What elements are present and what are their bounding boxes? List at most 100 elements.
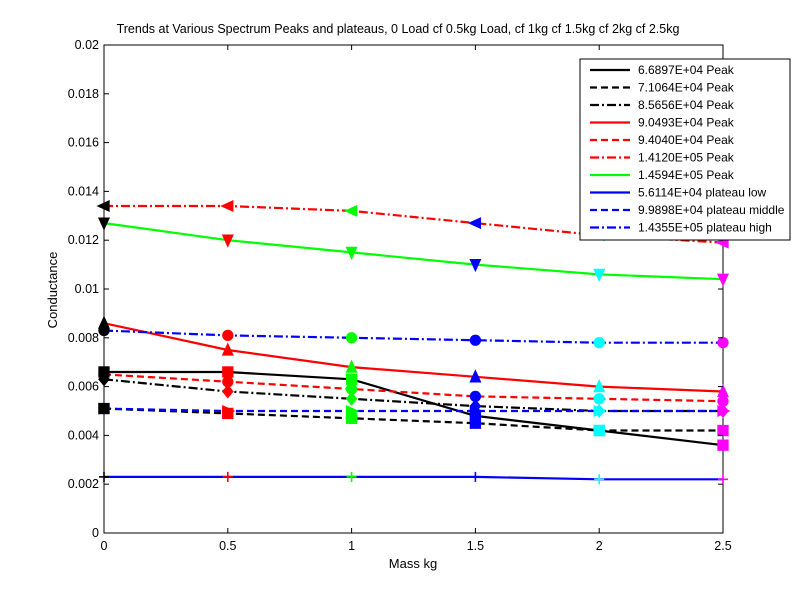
series-10-markers <box>98 324 729 349</box>
series-3 <box>103 378 723 413</box>
data-point <box>594 474 605 485</box>
y-tick-label: 0.01 <box>75 282 99 296</box>
data-point <box>98 368 110 381</box>
series-line <box>103 329 723 344</box>
legend-label: 7.1064E+04 Peak <box>638 81 735 95</box>
x-tick-label: 1 <box>348 539 355 553</box>
data-point <box>593 404 607 418</box>
data-point <box>222 376 234 388</box>
y-tick-label: 0.018 <box>68 87 99 101</box>
series-1 <box>104 370 724 447</box>
data-point <box>345 383 358 395</box>
series-5-markers <box>98 368 729 407</box>
series-line <box>104 370 724 447</box>
x-tick-label: 0 <box>101 539 108 553</box>
legend-item: 1.4355E+05 plateau high <box>590 221 772 235</box>
data-point <box>345 404 360 418</box>
series-8 <box>104 475 723 481</box>
data-point <box>222 329 234 342</box>
series-line <box>104 475 723 481</box>
y-tick-label: 0.004 <box>68 428 99 442</box>
data-point <box>593 379 606 393</box>
series-line <box>103 222 724 281</box>
axes-layer: 0 0.5 1 1.5 2 2.5 0 0.002 0.004 0.006 0.008 0.01 0.0… <box>68 38 732 553</box>
data-point <box>221 234 234 248</box>
series-layer <box>96 200 731 485</box>
data-point <box>221 342 234 356</box>
data-point <box>469 369 482 383</box>
data-point <box>593 393 605 405</box>
data-point <box>222 471 233 482</box>
data-point <box>593 337 605 349</box>
data-point <box>717 404 731 418</box>
x-tick-label: 1.5 <box>467 539 484 553</box>
series-line <box>103 373 724 403</box>
series-7 <box>103 222 724 281</box>
series-4-markers <box>97 315 730 398</box>
data-point <box>345 246 358 260</box>
y-tick-label: 0.016 <box>68 136 99 150</box>
x-tick-label: 2.5 <box>714 539 731 553</box>
x-axis-label: Mass kg <box>389 556 437 571</box>
series-8-markers <box>99 471 728 485</box>
data-point <box>469 404 483 418</box>
data-point <box>593 268 606 282</box>
legend-item: 9.9898E+04 plateau middle <box>590 203 785 217</box>
x-tick-label: 2 <box>596 539 603 553</box>
data-point <box>718 474 728 485</box>
data-point <box>345 391 358 406</box>
data-point <box>221 384 234 399</box>
data-point <box>98 324 110 337</box>
series-5 <box>103 373 724 403</box>
chart-title: Trends at Various Spectrum Peaks and pla… <box>117 22 680 36</box>
series-9-markers <box>98 402 731 418</box>
legend-label: 1.4355E+05 plateau high <box>638 221 772 235</box>
data-point <box>99 471 109 482</box>
x-tick-label: 0.5 <box>219 539 236 553</box>
data-point <box>220 200 234 213</box>
y-tick-label: 0.006 <box>68 380 99 394</box>
legend-item: 1.4120E+05 Peak <box>590 151 735 165</box>
data-point <box>344 204 358 217</box>
data-point <box>716 273 730 287</box>
legend-label: 8.5656E+04 Peak <box>638 98 735 112</box>
series-10 <box>103 329 723 344</box>
legend-label: 9.9898E+04 plateau middle <box>638 203 785 217</box>
legend-item: 6.6897E+04 Peak <box>590 63 735 77</box>
data-point <box>222 366 234 378</box>
y-tick-label: 0.012 <box>68 233 99 247</box>
legend-label: 9.4040E+04 Peak <box>638 133 735 147</box>
series-line <box>103 378 723 413</box>
data-point <box>345 359 358 373</box>
data-point <box>98 402 112 415</box>
data-point <box>717 439 729 451</box>
y-axis-label: Conductance <box>45 252 60 329</box>
y-tick-label: 0.002 <box>68 477 99 491</box>
legend-label: 5.6114E+04 plateau low <box>638 186 767 200</box>
legend-item: 5.6114E+04 plateau low <box>590 186 767 200</box>
data-point <box>469 417 482 429</box>
y-tick-label: 0.008 <box>68 331 99 345</box>
legend-item: 9.0493E+04 Peak <box>590 116 735 130</box>
y-tick-label: 0.02 <box>75 38 99 52</box>
data-point <box>345 373 358 385</box>
data-point <box>717 395 729 407</box>
series-line <box>103 407 723 432</box>
series-line <box>103 407 723 413</box>
legend-label: 9.0493E+04 Peak <box>638 116 735 130</box>
data-point <box>470 471 481 482</box>
data-point <box>717 337 729 349</box>
legend-label: 1.4120E+05 Peak <box>638 151 735 165</box>
legend-item: 9.4040E+04 Peak <box>590 133 735 147</box>
legend-item: 8.5656E+04 Peak <box>590 98 735 112</box>
data-point <box>469 390 482 403</box>
series-2 <box>103 407 723 432</box>
data-point <box>469 334 482 346</box>
series-7-markers <box>97 217 730 287</box>
legend-item: 1.4594E+05 Peak <box>590 168 735 182</box>
series-line <box>103 322 724 393</box>
series-9 <box>103 407 723 413</box>
data-point <box>97 217 111 231</box>
y-tick-label: 0 <box>92 526 99 540</box>
